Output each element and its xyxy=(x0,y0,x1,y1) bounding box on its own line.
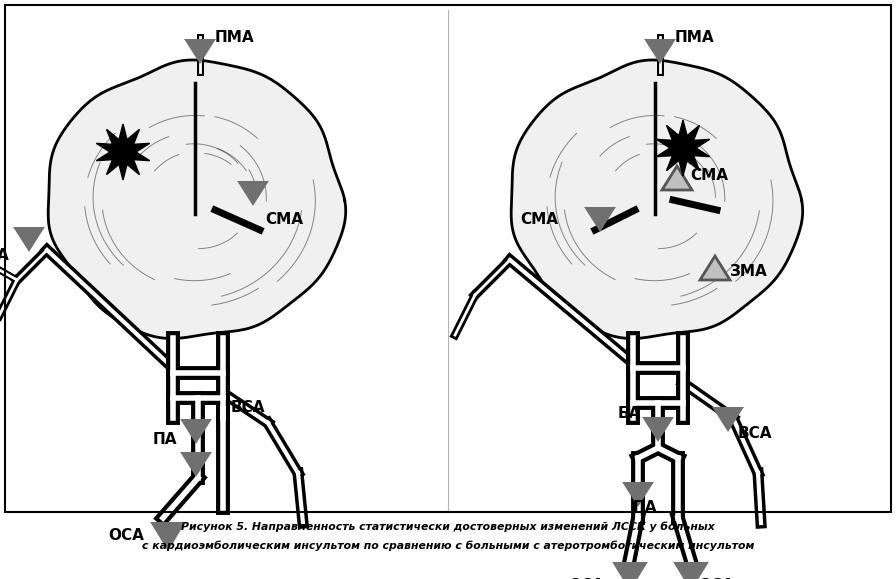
Text: СМА: СМА xyxy=(520,212,558,228)
Text: СМА: СМА xyxy=(690,167,728,182)
Polygon shape xyxy=(15,228,43,250)
Polygon shape xyxy=(646,40,674,62)
Polygon shape xyxy=(644,418,672,440)
Polygon shape xyxy=(586,208,614,230)
Text: ПА: ПА xyxy=(633,500,658,515)
Text: ПМА: ПМА xyxy=(215,30,254,45)
Text: СМА: СМА xyxy=(265,212,303,228)
Polygon shape xyxy=(186,40,214,62)
Text: ПА: ПА xyxy=(153,433,177,448)
Polygon shape xyxy=(662,166,692,190)
Polygon shape xyxy=(182,420,210,442)
Text: БА: БА xyxy=(618,405,642,420)
Polygon shape xyxy=(714,408,742,430)
Polygon shape xyxy=(512,60,803,339)
Polygon shape xyxy=(614,563,646,579)
Text: ПМА: ПМА xyxy=(675,30,715,45)
Bar xyxy=(5,5,891,512)
Text: ВСА: ВСА xyxy=(231,401,265,416)
Text: ОСА: ОСА xyxy=(108,529,144,544)
Polygon shape xyxy=(182,453,210,475)
Polygon shape xyxy=(700,256,730,280)
Polygon shape xyxy=(48,60,346,339)
Polygon shape xyxy=(657,120,710,176)
Polygon shape xyxy=(152,523,184,549)
Polygon shape xyxy=(239,182,267,204)
Text: с кардиоэмболическим инсультом по сравнению с больными с атеротромботическим инс: с кардиоэмболическим инсультом по сравне… xyxy=(142,541,754,551)
Polygon shape xyxy=(97,124,150,180)
Polygon shape xyxy=(624,483,652,505)
Text: ВСА: ВСА xyxy=(738,426,772,441)
Text: Рисунок 5. Направленность статистически достоверных изменений ЛССК у больных: Рисунок 5. Направленность статистически … xyxy=(181,522,715,532)
Text: ЗМА: ЗМА xyxy=(0,247,10,262)
Polygon shape xyxy=(675,563,707,579)
Text: ЗМА: ЗМА xyxy=(730,265,768,280)
